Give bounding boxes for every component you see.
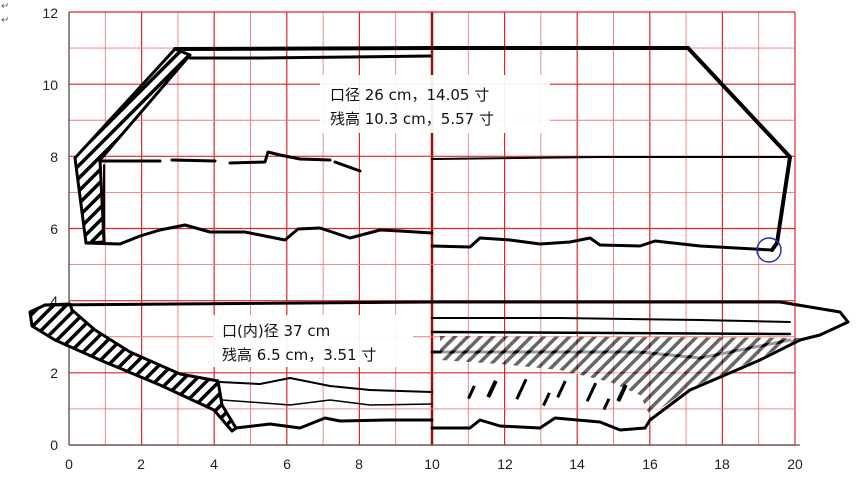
x-tick-label: 16 (642, 456, 658, 472)
upper-vessel-base-left (84, 223, 434, 246)
upper-vessel-label-line2: 残高 10.3 cm，5.57 寸 (330, 110, 494, 128)
y-tick-labels: 0 2 4 6 8 10 12 (42, 5, 58, 453)
upper-vessel-rim-inner (188, 54, 432, 60)
paragraph-mark: ↵ (1, 15, 9, 26)
y-tick-label: 2 (50, 365, 58, 381)
upper-vessel-profile (73, 46, 792, 252)
y-tick-label: 6 (50, 221, 58, 237)
lower-vessel-rim-inner (431, 317, 791, 323)
upper-vessel-label-box (320, 75, 550, 133)
lower-vessel-label-line1: 口(内)径 37 cm (222, 322, 330, 340)
upper-vessel-base-right (430, 236, 774, 252)
x-tick-label: 2 (137, 456, 145, 472)
lower-vessel-texture (440, 336, 800, 416)
x-tick-label: 20 (787, 456, 803, 472)
x-tick-label: 12 (497, 456, 513, 472)
x-tick-label: 4 (210, 456, 218, 472)
x-tick-label: 18 (714, 456, 730, 472)
upper-vessel-waist-right (431, 156, 791, 160)
y-tick-label: 8 (50, 149, 58, 165)
paragraph-mark: ↵ (1, 1, 9, 12)
upper-vessel-wall-section (73, 47, 192, 245)
upper-vessel-waist-left (100, 150, 362, 173)
upper-vessel-rim (173, 46, 690, 51)
upper-vessel-label-line1: 口径 26 cm，14.05 寸 (330, 86, 489, 104)
lower-vessel-base-right (430, 416, 647, 432)
lower-vessel-right-profile (643, 338, 802, 430)
lower-vessel-rim (43, 300, 850, 342)
x-tick-label: 0 (65, 456, 73, 472)
lower-vessel-base-left (234, 416, 434, 430)
marker-circle (756, 237, 782, 263)
x-tick-labels: 0 2 4 6 8 10 12 14 16 18 20 (65, 456, 803, 472)
y-tick-label: 12 (42, 5, 58, 21)
lower-vessel-label-box (213, 315, 413, 367)
upper-vessel-right-profile (686, 46, 792, 252)
y-tick-label: 10 (42, 77, 58, 93)
x-tick-label: 8 (355, 456, 363, 472)
x-tick-label: 10 (424, 456, 440, 472)
y-tick-label: 4 (50, 293, 58, 309)
lower-vessel-wall-section (28, 302, 238, 433)
lower-vessel-label-line2: 残高 6.5 cm，3.51 寸 (222, 346, 376, 364)
y-tick-label: 0 (50, 437, 58, 453)
x-tick-label: 14 (569, 456, 585, 472)
x-tick-label: 6 (283, 456, 291, 472)
